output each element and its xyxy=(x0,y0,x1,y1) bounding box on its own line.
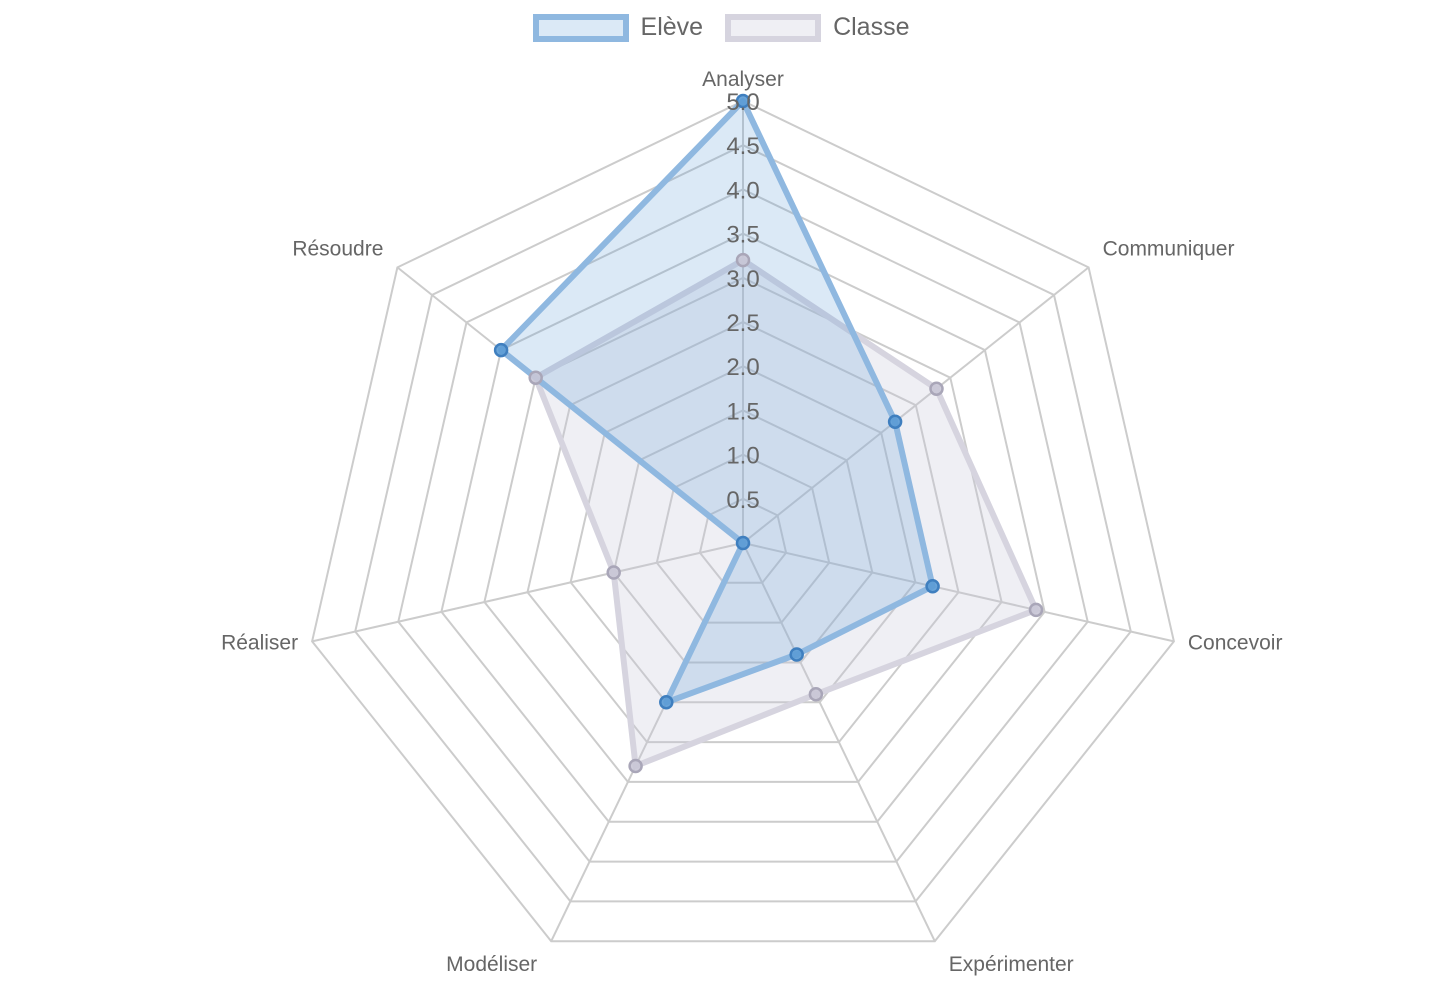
axis-label: Analyser xyxy=(702,68,784,91)
grid-ring xyxy=(526,320,960,744)
data-point-classe xyxy=(1028,602,1044,618)
data-point-eleve xyxy=(789,647,804,662)
axis-label: Expérimenter xyxy=(949,953,1074,976)
tick-label: 3.0 xyxy=(726,266,759,293)
grid-ring xyxy=(569,365,917,704)
data-point-classe xyxy=(929,381,944,396)
tick-label: 1.0 xyxy=(726,443,759,470)
grid-ring xyxy=(397,188,1089,863)
data-point-classe xyxy=(528,370,543,385)
axis-label: Concevoir xyxy=(1188,631,1283,654)
axis-label: Réaliser xyxy=(221,631,298,654)
data-point-classe xyxy=(808,687,824,702)
data-point-classe xyxy=(628,758,643,774)
grid-ring xyxy=(698,497,788,584)
grid-spoke xyxy=(742,266,1090,544)
legend-item-eleve[interactable]: Elève xyxy=(532,13,704,42)
series-area-classe xyxy=(532,257,1039,769)
legend-item-classe[interactable]: Classe xyxy=(725,13,909,42)
data-point-eleve xyxy=(493,342,509,358)
data-point-classe xyxy=(735,252,751,268)
tick-label: 4.5 xyxy=(726,133,759,160)
data-point-eleve xyxy=(887,414,903,429)
grid-ring xyxy=(311,99,1175,943)
grid-spoke xyxy=(742,542,936,942)
grid-spoke xyxy=(742,542,1175,643)
axis-label: Résoudre xyxy=(292,237,383,260)
grid-ring xyxy=(612,409,874,664)
axis-label: Communiquer xyxy=(1103,237,1235,260)
tick-label: 2.0 xyxy=(726,354,759,381)
data-point-eleve xyxy=(659,695,674,710)
axis-label: Modéliser xyxy=(446,953,537,976)
tick-label: 5.0 xyxy=(726,89,759,116)
grid-ring xyxy=(354,144,1132,903)
legend-label-eleve: Elève xyxy=(640,13,704,41)
data-point-eleve xyxy=(925,579,940,594)
tick-label: 3.5 xyxy=(726,222,759,249)
tick-label: 2.5 xyxy=(726,310,759,337)
grid-ring xyxy=(655,453,831,624)
grid-spoke xyxy=(311,542,744,643)
tick-label: 0.5 xyxy=(726,487,759,514)
legend-label-classe: Classe xyxy=(833,13,910,41)
series-area-eleve xyxy=(498,98,936,706)
data-point-classe xyxy=(606,565,621,580)
legend-swatch-classe xyxy=(725,13,822,42)
tick-label: 1.5 xyxy=(726,398,759,425)
legend-swatch-eleve xyxy=(532,13,629,42)
grid-ring xyxy=(483,276,1003,783)
tick-label: 4.0 xyxy=(726,177,759,204)
legend: Elève Classe xyxy=(0,13,1442,42)
data-point-eleve xyxy=(735,535,751,551)
data-point-eleve xyxy=(735,93,751,109)
grid-ring xyxy=(440,232,1046,823)
